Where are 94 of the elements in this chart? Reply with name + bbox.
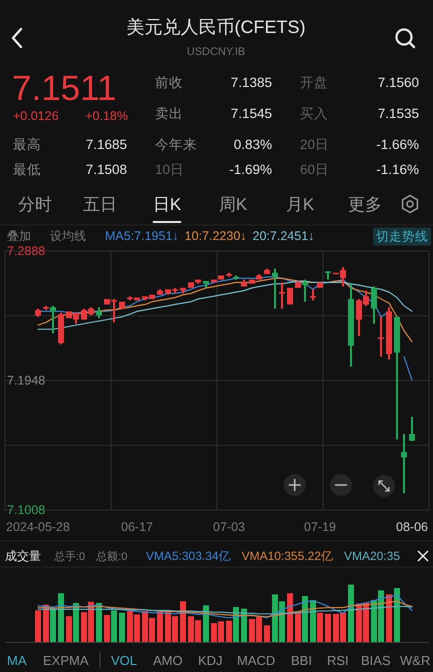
text: 7.1385 (230, 75, 272, 90)
bar (233, 606, 239, 642)
text: 五日 (83, 195, 117, 214)
bar (287, 593, 293, 642)
text: 更多 (348, 195, 382, 214)
text: 切走势线 (376, 230, 428, 244)
y-tick-label: 7.2888 (7, 244, 46, 258)
x-tick-label: 2024-05-28 (6, 520, 70, 534)
text: AMO (153, 653, 183, 668)
bar (50, 608, 56, 642)
text: +0.0126 (13, 109, 59, 123)
text: BBI (291, 653, 312, 668)
candlestick (279, 282, 285, 309)
text: 7.1535 (378, 106, 419, 121)
candlestick (378, 316, 384, 357)
bar (180, 601, 186, 642)
text: 总手:0 (53, 550, 86, 563)
text: 7.1508 (86, 162, 127, 177)
text: VOL (111, 653, 138, 668)
text: 7.1560 (378, 75, 419, 90)
bar (295, 612, 301, 642)
text: -1.69% (229, 162, 272, 177)
text: 最低 (13, 162, 41, 177)
bar (96, 602, 102, 642)
y-tick-label: 7.1008 (7, 503, 46, 517)
text: 周K (218, 195, 248, 214)
bar (157, 610, 163, 642)
line-series (37, 280, 413, 330)
bar (73, 602, 79, 642)
text: VMA5:303.34亿 (146, 549, 231, 563)
text: USDCNY.IB (186, 46, 246, 58)
candlestick (272, 268, 278, 309)
candlestick (401, 434, 407, 494)
text: 20:7.2451↓ (252, 229, 314, 243)
bar (325, 614, 331, 642)
text: MACD (237, 653, 276, 668)
text: 前收 (155, 75, 183, 90)
text: 美元兑人民币(CFETS) (126, 17, 306, 37)
x-tick-label: 06-17 (121, 520, 154, 534)
text: VMA10:355.22亿 (242, 549, 333, 563)
bar (394, 588, 400, 642)
text: MA5:7.1951↓ (105, 229, 179, 243)
text: 买入 (300, 106, 328, 121)
x-tick-label: 08-06 (396, 520, 428, 534)
text: 分时 (18, 195, 52, 214)
text: -1.16% (376, 162, 419, 177)
line-series (37, 278, 413, 342)
text: 日K (152, 195, 182, 214)
bar (317, 612, 323, 642)
text: 今年来 (155, 137, 197, 152)
bar (35, 610, 41, 642)
bar (226, 620, 232, 642)
text: 60日 (300, 162, 330, 177)
text: 7.1685 (86, 137, 127, 152)
candlestick (310, 289, 316, 300)
text: 开盘 (300, 75, 328, 90)
text: EXPMA (43, 653, 89, 668)
x-tick-label: 07-03 (213, 520, 246, 534)
text: +0.18% (85, 109, 128, 123)
bar (302, 596, 308, 642)
bar (264, 625, 270, 642)
text: MA (7, 653, 27, 668)
candlestick (50, 306, 56, 334)
bar (241, 608, 247, 642)
bar (386, 594, 392, 642)
bar (119, 612, 125, 642)
bar (203, 605, 209, 642)
bar (66, 616, 72, 642)
text: 最高 (13, 137, 41, 152)
text: VMA20:35 (344, 549, 400, 563)
bar (58, 593, 64, 642)
text: 7.1545 (230, 106, 272, 121)
bar (310, 600, 316, 642)
text: KDJ (198, 653, 223, 668)
text: 卖出 (155, 106, 183, 121)
text: 总额:0 (95, 550, 128, 563)
text: 设均线 (50, 229, 86, 243)
text: 叠加 (7, 229, 31, 243)
text: -1.66% (376, 137, 419, 152)
bar (111, 610, 117, 642)
x-tick-label: 07-19 (304, 520, 336, 534)
text: 20日 (300, 137, 330, 152)
text: W&R (400, 653, 430, 668)
text: 7.1511 (12, 69, 116, 108)
text: BIAS (361, 653, 391, 668)
bar (104, 615, 110, 642)
bar (348, 584, 354, 642)
text: 月K (286, 195, 315, 214)
text: 10:7.2230↓ (184, 229, 247, 243)
text: 10日 (155, 162, 184, 177)
chart-title: 成交量 (5, 549, 41, 563)
y-tick-label: 7.1948 (7, 374, 46, 388)
text: RSI (327, 653, 349, 668)
text: 0.83% (234, 137, 272, 152)
